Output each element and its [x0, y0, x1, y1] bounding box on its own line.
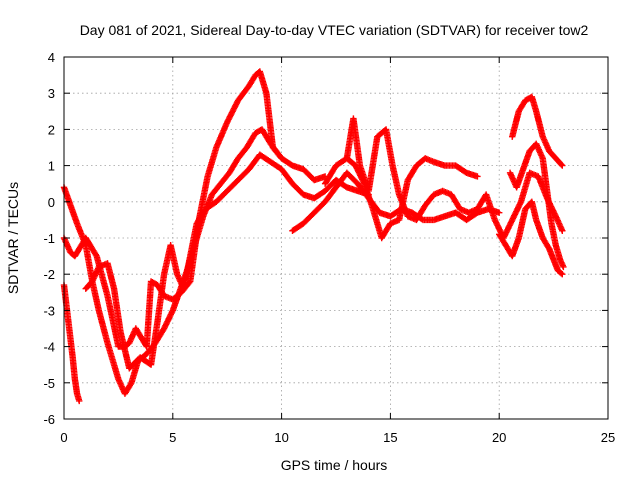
- data-point-marker: [474, 173, 481, 180]
- y-tick-label: -1: [43, 231, 55, 246]
- y-tick-label: 2: [48, 122, 55, 137]
- y-axis-label: SDTVAR / TECUs: [5, 182, 21, 294]
- series-track-1: [60, 281, 83, 405]
- series-track-9: [509, 93, 566, 169]
- y-tick-label: -6: [43, 412, 55, 427]
- series-track-10: [506, 140, 567, 271]
- data-point-marker: [76, 397, 83, 405]
- x-tick-label: 20: [492, 430, 506, 445]
- x-tick-label: 0: [60, 430, 67, 445]
- data-point-marker: [496, 209, 503, 216]
- data-point-marker: [560, 263, 567, 271]
- data-point-marker: [559, 271, 566, 278]
- y-tick-label: -4: [43, 340, 55, 355]
- y-tick-label: 0: [48, 195, 55, 210]
- y-tick-label: 1: [48, 159, 55, 174]
- series-track-7: [343, 115, 566, 242]
- data-point-marker: [92, 251, 100, 258]
- series-track-4: [82, 151, 372, 372]
- data-point-marker: [558, 161, 565, 168]
- x-tick-label: 15: [383, 430, 397, 445]
- x-tick-label: 10: [274, 430, 288, 445]
- y-tick-labels: -6 -5 -4 -3 -2 -1 0 1 2 3 4: [43, 50, 55, 427]
- series-track-8: [496, 198, 566, 278]
- chart-title: Day 081 of 2021, Sidereal Day-to-day VTE…: [80, 22, 589, 38]
- y-tick-label: -3: [43, 303, 55, 318]
- grid: [64, 57, 608, 419]
- x-axis-label: GPS time / hours: [281, 457, 388, 473]
- y-tick-label: 4: [48, 50, 55, 65]
- data-point-marker: [559, 162, 566, 169]
- y-tick-label: -2: [43, 267, 55, 282]
- x-tick-label: 5: [169, 430, 176, 445]
- data-point-marker: [558, 270, 565, 277]
- axis-ticks: [63, 56, 609, 420]
- y-tick-label: 3: [48, 86, 55, 101]
- data-points: [60, 68, 567, 405]
- data-point-marker: [559, 227, 566, 234]
- y-tick-label: -5: [43, 376, 55, 391]
- series-track-5: [289, 169, 503, 234]
- x-tick-label: 25: [601, 430, 615, 445]
- x-tick-labels: 0 5 10 15 20 25: [60, 430, 615, 445]
